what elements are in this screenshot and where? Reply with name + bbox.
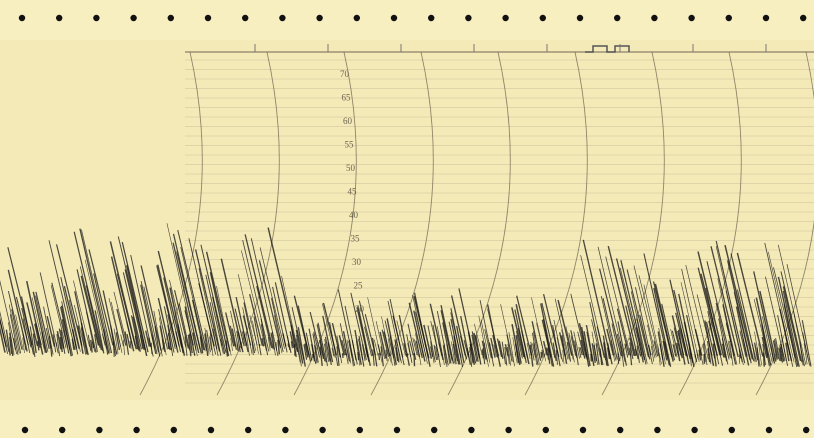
sprocket-hole xyxy=(540,15,546,21)
sprocket-hole xyxy=(468,427,474,433)
scale-label: 20 xyxy=(355,304,365,314)
scale-label: 35 xyxy=(351,234,361,244)
scale-label: 30 xyxy=(352,257,362,267)
sprocket-hole xyxy=(19,15,25,21)
sprocket-hole xyxy=(130,15,136,21)
sprocket-hole xyxy=(800,15,806,21)
sprocket-hole xyxy=(391,15,397,21)
sprocket-hole xyxy=(242,15,248,21)
sprocket-hole xyxy=(614,15,620,21)
sprocket-hole xyxy=(465,15,471,21)
sprocket-hole xyxy=(654,427,660,433)
sprocket-hole xyxy=(354,15,360,21)
sprocket-hole xyxy=(279,15,285,21)
sprocket-hole xyxy=(505,427,511,433)
sprocket-hole xyxy=(22,427,28,433)
scale-label: 55 xyxy=(345,140,355,150)
trace-stroke xyxy=(379,353,380,360)
sprocket-hole xyxy=(316,15,322,21)
sprocket-hole xyxy=(319,427,325,433)
sprocket-hole xyxy=(617,427,623,433)
scale-label: 25 xyxy=(354,281,364,291)
sprocket-hole xyxy=(502,15,508,21)
sprocket-hole xyxy=(394,427,400,433)
sprocket-hole xyxy=(96,427,102,433)
paper-band xyxy=(0,40,814,400)
sprocket-hole xyxy=(59,427,65,433)
sprocket-hole xyxy=(729,427,735,433)
sprocket-hole xyxy=(428,15,434,21)
sprocket-hole xyxy=(691,427,697,433)
sprocket-hole xyxy=(726,15,732,21)
sprocket-hole xyxy=(688,15,694,21)
sprocket-hole xyxy=(577,15,583,21)
sprocket-hole xyxy=(803,427,809,433)
sprocket-hole xyxy=(205,15,211,21)
sprocket-hole xyxy=(208,427,214,433)
scale-label: 65 xyxy=(342,93,352,103)
scale-label: 45 xyxy=(348,187,358,197)
trace-stroke xyxy=(541,352,542,358)
scale-label: 70 xyxy=(340,69,350,79)
sprocket-hole xyxy=(543,427,549,433)
sprocket-hole xyxy=(133,427,139,433)
sprocket-hole xyxy=(651,15,657,21)
sprocket-hole xyxy=(763,15,769,21)
sprocket-hole xyxy=(431,427,437,433)
sprocket-hole xyxy=(56,15,62,21)
sprocket-hole xyxy=(357,427,363,433)
sprocket-hole xyxy=(171,427,177,433)
scale-label: 40 xyxy=(349,210,359,220)
scale-label: 50 xyxy=(346,163,356,173)
sprocket-hole xyxy=(282,427,288,433)
sprocket-hole xyxy=(580,427,586,433)
sprocket-hole xyxy=(766,427,772,433)
sprocket-hole xyxy=(168,15,174,21)
scale-label: 60 xyxy=(343,116,353,126)
chart-paper: 70 65 60 55 50 45 40 35 30 25 20 xyxy=(0,0,814,438)
page: 7065605550454035302520 (() => { const da… xyxy=(0,0,814,438)
sprocket-hole xyxy=(245,427,251,433)
sprocket-hole xyxy=(93,15,99,21)
